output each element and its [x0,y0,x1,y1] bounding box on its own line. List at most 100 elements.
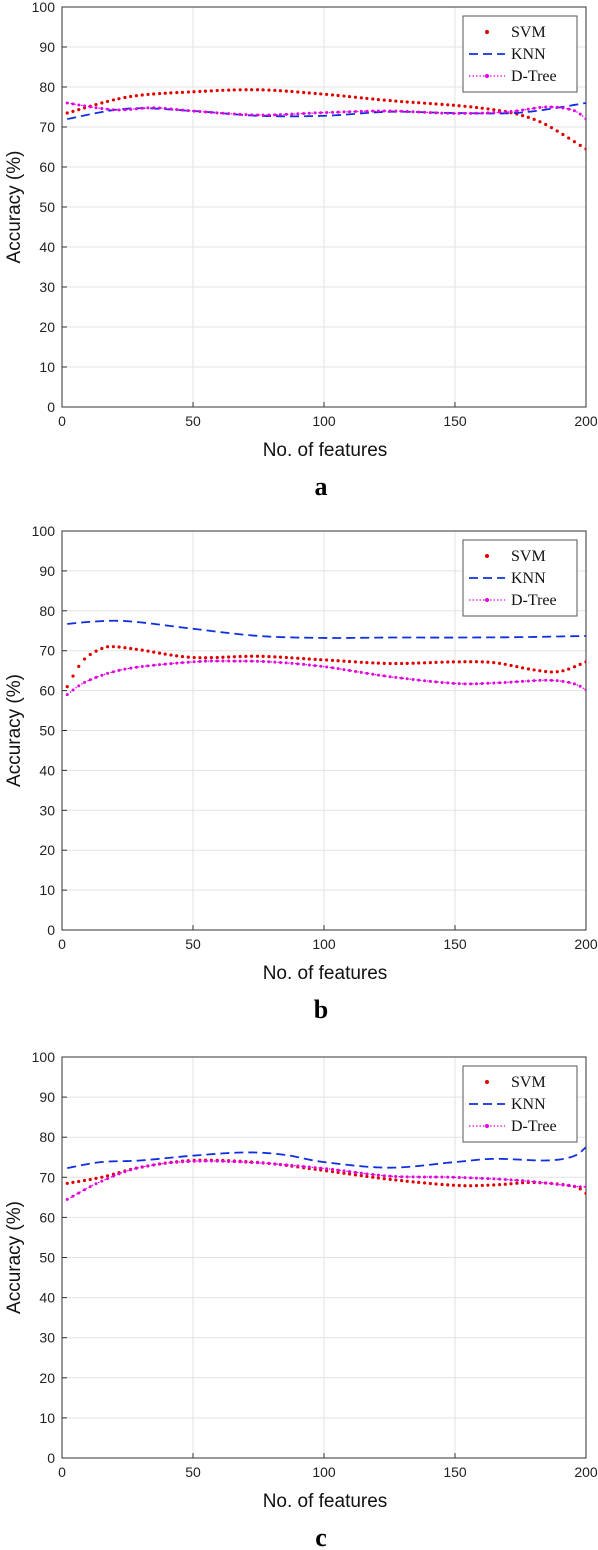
data-point [423,110,427,114]
y-tick-label: 90 [39,39,55,55]
data-point [238,88,242,92]
data-point [578,1185,582,1189]
data-point [111,108,115,112]
chart-panel-a: 0 10 20 30 40 50 60 70 80 90 100 0 50 100 150 200 No. of… [4,0,598,501]
data-point [561,669,565,673]
data-point [359,1171,363,1175]
data-point [129,1168,133,1172]
data-point [463,1176,467,1180]
data-point [371,109,375,113]
data-point [469,682,473,686]
data-point [382,1177,386,1181]
data-point [325,658,329,662]
series-line-knn [67,619,586,639]
data-point [117,668,121,672]
data-point [227,1159,231,1163]
data-point [302,90,306,95]
data-point [319,111,323,115]
data-point [273,660,277,664]
data-point [221,659,225,663]
legend-marker-svm [485,554,489,558]
legend-marker-svm [485,30,489,34]
data-point [526,1179,530,1183]
data-point [307,663,311,667]
data-point [498,1177,502,1181]
data-point [561,679,565,683]
data-point [204,110,208,114]
data-point [284,112,288,116]
data-point [376,97,380,102]
data-point [336,1170,340,1174]
data-point [388,109,392,113]
data-point [319,664,323,668]
data-point [428,661,432,665]
data-point [428,111,432,115]
data-point [111,670,115,674]
legend-marker-svm [485,1080,489,1084]
data-point [152,106,156,110]
data-point [244,654,248,658]
data-point [255,654,260,658]
data-point [359,109,363,113]
data-point [532,679,536,683]
data-point [175,91,179,95]
y-tick-label: 30 [39,802,55,818]
data-point [232,659,236,663]
data-point [567,680,571,684]
data-point [296,90,300,94]
data-point [463,1184,467,1188]
data-point [549,678,553,682]
data-point [232,655,236,659]
y-tick-label: 100 [32,0,56,15]
data-point [140,648,144,652]
data-point [549,105,553,109]
data-point [71,1194,75,1198]
data-point [422,1181,427,1185]
data-point [428,679,432,683]
y-tick-label: 60 [39,1209,55,1225]
y-tick-label: 50 [39,723,55,739]
data-point [446,103,450,107]
y-tick-label: 70 [39,1169,55,1185]
data-point [267,1162,271,1166]
data-point [382,661,386,665]
data-point [238,1160,242,1164]
data-point [555,129,559,133]
data-point [578,662,582,666]
y-tick-label: 70 [39,119,55,135]
chart-panel-b: 0 10 20 30 40 50 60 70 80 90 100 0 50 100 150 200 No. of… [4,523,598,1024]
data-point [463,682,467,686]
x-tick-label: 50 [185,1464,201,1480]
data-point [521,108,525,112]
data-point [532,106,536,110]
data-point [273,1162,277,1166]
data-point [509,680,513,684]
data-point [192,90,196,94]
data-point [302,1164,306,1168]
data-point [192,109,196,113]
data-point [192,660,196,664]
data-point [463,660,467,664]
data-point [232,1160,236,1164]
data-point [359,96,363,100]
data-point [388,1174,392,1178]
data-point [105,645,110,649]
data-point [452,111,456,115]
data-point [313,1166,317,1170]
data-point [250,88,254,92]
x-tick-label: 150 [443,936,467,952]
data-point [278,1162,282,1166]
data-point [446,660,450,664]
data-point [446,1175,450,1179]
x-axis-title: No. of features [263,963,388,984]
data-point [88,652,92,657]
legend-label-knn: KNN [511,1096,546,1113]
data-point [250,1160,254,1164]
data-point [405,1175,409,1179]
data-point [209,89,213,93]
data-point [140,106,144,110]
data-point [105,1174,110,1178]
data-point [198,110,202,114]
x-tick-label: 0 [58,936,66,952]
data-point [405,677,409,681]
